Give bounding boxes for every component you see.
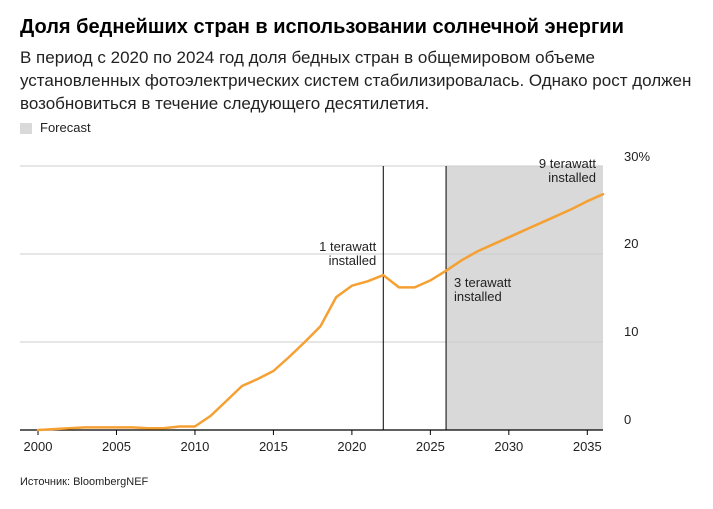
chart-subtitle: В период с 2020 по 2024 год доля бедных … [20, 48, 692, 113]
y-tick-label: 10 [624, 324, 638, 339]
legend-forecast-label: Forecast [40, 120, 91, 135]
line-chart: 0 10 20 30% 2000 2005 2010 2015 2020 2025 2030 2035… [20, 149, 650, 454]
annotation-label: 1 terawatt [319, 239, 376, 254]
x-tick-label: 2020 [337, 439, 366, 454]
chart-title: Доля беднейших стран в использовании сол… [20, 16, 624, 38]
forecast-region [446, 166, 603, 430]
source-note: Источник: BloombergNEF [20, 476, 149, 488]
x-tick-label: 2035 [573, 439, 602, 454]
annotation-label: installed [329, 253, 377, 268]
legend: Forecast [20, 120, 91, 136]
series-line [36, 192, 605, 432]
x-tick-label: 2000 [24, 439, 53, 454]
x-tick-label: 2025 [416, 439, 445, 454]
x-tick-label: 2005 [102, 439, 131, 454]
y-tick-label: 30% [624, 149, 650, 164]
x-tick-label: 2015 [259, 439, 288, 454]
annotation-label: installed [454, 289, 502, 304]
annotation-label: 9 terawatt [539, 156, 596, 171]
y-tick-label: 0 [624, 412, 631, 427]
annotation-label: 3 terawatt [454, 275, 511, 290]
annotation-label: installed [548, 170, 596, 185]
x-tick-label: 2010 [180, 439, 209, 454]
x-tick-label: 2030 [494, 439, 523, 454]
y-tick-label: 20 [624, 236, 638, 251]
legend-forecast-swatch [20, 122, 32, 134]
